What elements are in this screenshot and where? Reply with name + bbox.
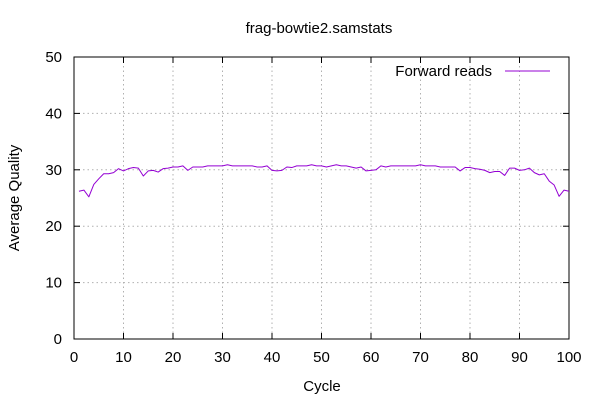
y-tick-label: 20 bbox=[45, 218, 62, 235]
x-tick-label: 40 bbox=[264, 349, 281, 366]
y-tick-label: 0 bbox=[54, 331, 62, 348]
chart-title: frag-bowtie2.samstats bbox=[246, 20, 393, 37]
tick-labels: 0 10 20 30 40 50 60 70 80 90 100 0 10 20 30 40 50 bbox=[45, 49, 581, 366]
series-layer bbox=[78, 164, 570, 198]
grid-lines bbox=[74, 57, 569, 339]
legend: Forward reads bbox=[395, 63, 550, 80]
x-tick-label: 10 bbox=[115, 349, 132, 366]
y-tick-label: 10 bbox=[45, 275, 62, 292]
y-tick-label: 40 bbox=[45, 105, 62, 122]
x-tick-label: 50 bbox=[313, 349, 330, 366]
y-axis-title: Average Quality bbox=[6, 144, 23, 251]
x-tick-label: 30 bbox=[214, 349, 231, 366]
series-line-forward-reads bbox=[78, 164, 570, 198]
y-tick-label: 30 bbox=[45, 162, 62, 179]
x-axis-title: Cycle bbox=[303, 378, 341, 395]
x-tick-label: 20 bbox=[165, 349, 182, 366]
x-tick-label: 90 bbox=[511, 349, 528, 366]
y-tick-label: 50 bbox=[45, 49, 62, 66]
x-tick-label: 0 bbox=[70, 349, 78, 366]
plot-frame bbox=[73, 56, 570, 340]
x-tick-label: 100 bbox=[556, 349, 581, 366]
x-tick-label: 70 bbox=[412, 349, 429, 366]
x-tick-label: 80 bbox=[462, 349, 479, 366]
legend-label-forward-reads: Forward reads bbox=[395, 63, 492, 80]
x-tick-label: 60 bbox=[363, 349, 380, 366]
